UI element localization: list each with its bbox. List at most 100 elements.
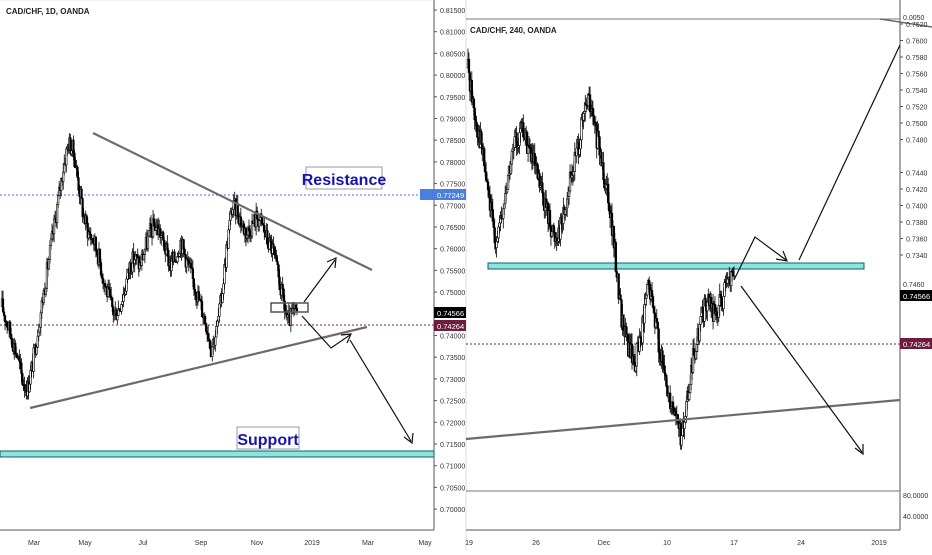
- left-zigzag-arrow-head: [340, 333, 352, 344]
- left-candle-body: [81, 198, 84, 218]
- resistance-annotation-box: [305, 166, 383, 190]
- left-candle-body: [65, 148, 68, 166]
- right-y-tick-label: 0.7560: [906, 72, 928, 79]
- left-time-axis: Mar May Jul Sep Nov 2019 Mar May: [28, 540, 432, 547]
- left-candle-body: [38, 326, 41, 333]
- left-y-tick-label: 0.71000: [440, 464, 465, 471]
- left-candle-body: [133, 259, 136, 264]
- left-candle-body: [266, 230, 269, 245]
- left-candle-body: [182, 239, 185, 250]
- left-candle-body: [20, 362, 23, 374]
- left-y-tick-label: 0.74000: [440, 334, 465, 341]
- left-candle-body: [32, 347, 35, 372]
- left-candle-body: [197, 291, 201, 301]
- left-candle-body: [91, 237, 94, 244]
- left-candle-body: [227, 229, 230, 249]
- left-candle-body: [18, 356, 21, 362]
- left-candle-body: [36, 335, 39, 348]
- left-candle-body: [88, 231, 91, 235]
- left-y-tick-label: 0.76500: [440, 225, 465, 232]
- right-y-tick-label: 0.7420: [906, 187, 928, 194]
- left-candle-body: [221, 293, 224, 303]
- left-down-arrow-head: [403, 432, 414, 445]
- right-candle-body: [699, 316, 702, 325]
- right-candle-body: [505, 189, 509, 193]
- right-y-tick-label: 0.7400: [906, 204, 928, 211]
- left-candle-body: [49, 238, 53, 246]
- left-candle-body: [116, 315, 119, 321]
- left-candle-body: [70, 150, 73, 155]
- right-down-arrow-head: [854, 444, 864, 456]
- left-y-tick-label: 0.80500: [440, 51, 465, 58]
- left-candle-body: [109, 289, 112, 297]
- left-candle-body: [111, 297, 114, 308]
- right-y-tick-label: 0.7600: [906, 39, 928, 46]
- left-candle-body: [28, 383, 31, 393]
- left-candle-body: [231, 209, 234, 215]
- right-candle-body: [732, 275, 736, 277]
- left-y-tick-label: 0.75500: [440, 268, 465, 275]
- left-candle-body: [37, 331, 40, 337]
- left-x-tick-label: Jul: [139, 540, 148, 547]
- left-candle-body: [209, 340, 212, 350]
- support-annotation-box: [236, 426, 300, 450]
- left-y-tick-label: 0.75000: [440, 290, 465, 297]
- left-candle-body: [143, 249, 146, 255]
- left-candle-body: [129, 262, 132, 274]
- left-y-tick-label: 0.81000: [440, 30, 465, 37]
- right-candles: [466, 48, 736, 450]
- left-candle-body: [76, 166, 79, 178]
- right-y-tick-label: 0.7380: [906, 220, 928, 227]
- left-x-tick-label: Mar: [28, 540, 41, 547]
- right-x-tick-label: Dec: [598, 540, 611, 547]
- left-candle-body: [178, 253, 181, 257]
- right-y-tick-label: 0.7500: [906, 121, 928, 128]
- right-partial-tick: 0.7460: [903, 282, 925, 289]
- right-x-tick-label: 19: [465, 540, 473, 547]
- right-zigzag-arrow-head: [775, 250, 788, 262]
- left-candle-body: [239, 216, 242, 228]
- left-candle-body: [245, 234, 249, 239]
- right-x-tick-label: 17: [730, 540, 738, 547]
- left-candle-body: [52, 218, 56, 235]
- left-candle-body: [166, 243, 169, 251]
- left-y-tick-label: 0.78500: [440, 138, 465, 145]
- right-candle-body: [706, 301, 709, 312]
- left-candle-body: [39, 312, 42, 328]
- left-up-arrow-head: [326, 257, 337, 269]
- right-y-tick-label: 0.7340: [906, 253, 928, 260]
- left-x-tick-label: May: [418, 540, 432, 547]
- left-candle-body: [99, 262, 103, 276]
- left-candle-body: [204, 315, 207, 324]
- left-candle-body: [72, 139, 75, 154]
- left-y-tick-label: 0.81500: [440, 8, 465, 15]
- left-candle-body: [217, 315, 220, 322]
- left-candle-body: [47, 259, 51, 270]
- right-y-tick-label: 0.7360: [906, 237, 928, 244]
- left-candle-body: [155, 227, 158, 231]
- left-candle-body: [192, 278, 195, 290]
- left-candle-body: [189, 263, 192, 268]
- left-candle-body: [124, 290, 127, 295]
- left-candle-body: [56, 204, 59, 223]
- left-candle-body: [276, 261, 279, 266]
- right-chart: CAD/CHF, 240, OANDA 0.76200.76000.75800.…: [465, 0, 932, 547]
- left-candle-body: [207, 333, 210, 340]
- left-candle-body: [281, 284, 284, 290]
- right-x-tick-label: 24: [797, 540, 805, 547]
- left-candle-body: [261, 217, 264, 224]
- left-candle-body: [125, 278, 128, 292]
- right-y-tick-label: 0.7440: [906, 171, 928, 178]
- left-down-arrow-line: [349, 339, 412, 442]
- left-candle-body: [269, 237, 272, 243]
- left-candle-body: [73, 152, 76, 167]
- right-y-tick-label: 0.7480: [906, 138, 928, 145]
- left-candle-body: [98, 248, 102, 263]
- left-candle-body: [9, 321, 12, 335]
- right-alt-price-tag: [900, 338, 932, 349]
- left-y-tick-label: 0.79000: [440, 117, 465, 124]
- right-support-resistance-zone: [487, 262, 865, 270]
- left-candle-body: [222, 283, 225, 294]
- left-support-zone: [0, 450, 435, 458]
